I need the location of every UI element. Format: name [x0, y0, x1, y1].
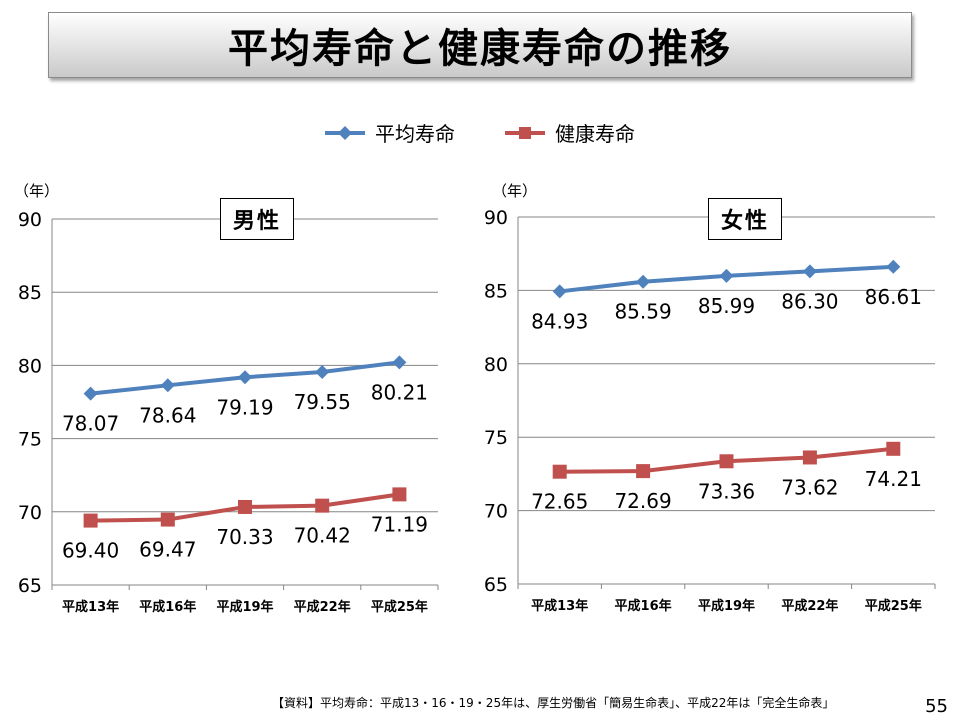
male-xtick-label: 平成13年 — [62, 599, 119, 615]
male-data-label: 79.55 — [294, 390, 351, 414]
male-data-label: 71.19 — [371, 512, 428, 536]
chart-title-male: 男性 — [220, 198, 295, 240]
legend: 平均寿命 健康寿命 — [0, 118, 960, 147]
male-xtick-label: 平成25年 — [371, 599, 428, 615]
female-point-diamond — [886, 259, 901, 274]
female-point-diamond — [802, 264, 817, 279]
male-data-label: 79.19 — [216, 395, 273, 419]
legend-diamond-marker — [325, 125, 365, 140]
male-point-diamond — [83, 386, 98, 401]
female-xtick-label: 平成19年 — [698, 598, 755, 614]
page-title: 平均寿命と健康寿命の推移 — [228, 26, 732, 72]
y-unit-label-male: （年） — [14, 182, 60, 200]
male-data-label: 70.42 — [294, 524, 351, 548]
male-data-label: 69.47 — [139, 538, 196, 562]
female-point-square — [719, 454, 734, 469]
male-data-label: 69.40 — [62, 539, 119, 563]
female-data-label: 84.93 — [531, 309, 588, 333]
female-ytick-label: 80 — [484, 354, 508, 376]
y-unit-label-female: （年） — [492, 182, 538, 200]
male-ytick-label: 85 — [18, 282, 42, 304]
female-xtick-label: 平成22年 — [781, 598, 838, 614]
male-ytick-label: 70 — [18, 502, 42, 524]
title-banner: 平均寿命と健康寿命の推移 — [48, 12, 912, 78]
male-point-diamond — [392, 355, 407, 370]
female-data-label: 74.21 — [865, 467, 922, 491]
male-ytick-label: 90 — [18, 209, 42, 231]
male-ytick-label: 80 — [18, 355, 42, 377]
legend-square-marker — [505, 126, 545, 139]
male-data-label: 78.07 — [62, 412, 119, 436]
male-xtick-label: 平成16年 — [139, 599, 196, 615]
female-data-label: 72.65 — [531, 490, 588, 514]
chart-title-female: 女性 — [708, 198, 783, 240]
female-point-diamond — [636, 274, 651, 289]
legend-item-average: 平均寿命 — [325, 118, 455, 147]
female-data-label: 85.59 — [614, 300, 671, 324]
male-point-diamond — [238, 370, 252, 385]
male-point-diamond — [315, 364, 330, 379]
female-ytick-label: 75 — [484, 427, 508, 449]
female-point-diamond — [719, 268, 734, 283]
female-data-label: 73.36 — [698, 479, 755, 503]
female-xtick-label: 平成25年 — [865, 598, 922, 614]
legend-label-average: 平均寿命 — [375, 122, 455, 146]
female-point-diamond — [552, 284, 567, 299]
legend-label-healthy: 健康寿命 — [555, 122, 635, 146]
source-footnote: 【資料】平均寿命：平成13・16・19・25年は、厚生労働省「簡易生命表」、平成… — [272, 696, 835, 710]
female-data-label: 85.99 — [698, 294, 755, 318]
male-point-square — [83, 513, 98, 528]
female-ytick-label: 85 — [484, 280, 508, 302]
male-ytick-label: 65 — [18, 575, 42, 597]
female-ytick-label: 65 — [484, 574, 508, 596]
legend-item-healthy: 健康寿命 — [505, 118, 635, 147]
female-ytick-label: 70 — [484, 501, 508, 523]
male-point-square — [160, 512, 175, 527]
female-data-label: 72.69 — [614, 489, 671, 513]
female-data-label: 73.62 — [781, 475, 838, 499]
male-point-diamond — [160, 378, 175, 393]
male-data-label: 78.64 — [139, 403, 196, 427]
page-number: 55 — [925, 696, 948, 717]
female-data-label: 86.61 — [865, 285, 922, 309]
female-xtick-label: 平成13年 — [531, 598, 588, 614]
female-xtick-label: 平成16年 — [615, 598, 672, 614]
male-data-label: 70.33 — [216, 525, 273, 549]
male-data-label: 80.21 — [371, 380, 428, 404]
female-point-square — [886, 441, 901, 456]
male-point-square — [315, 498, 330, 513]
female-point-square — [552, 464, 567, 479]
male-point-square — [238, 499, 252, 514]
male-point-square — [392, 487, 407, 502]
male-xtick-label: 平成22年 — [294, 599, 351, 615]
female-data-label: 86.30 — [781, 289, 838, 313]
male-ytick-label: 75 — [18, 429, 42, 451]
female-point-square — [802, 450, 817, 465]
male-xtick-label: 平成19年 — [216, 599, 273, 615]
female-point-square — [636, 464, 651, 479]
female-ytick-label: 90 — [484, 207, 508, 229]
